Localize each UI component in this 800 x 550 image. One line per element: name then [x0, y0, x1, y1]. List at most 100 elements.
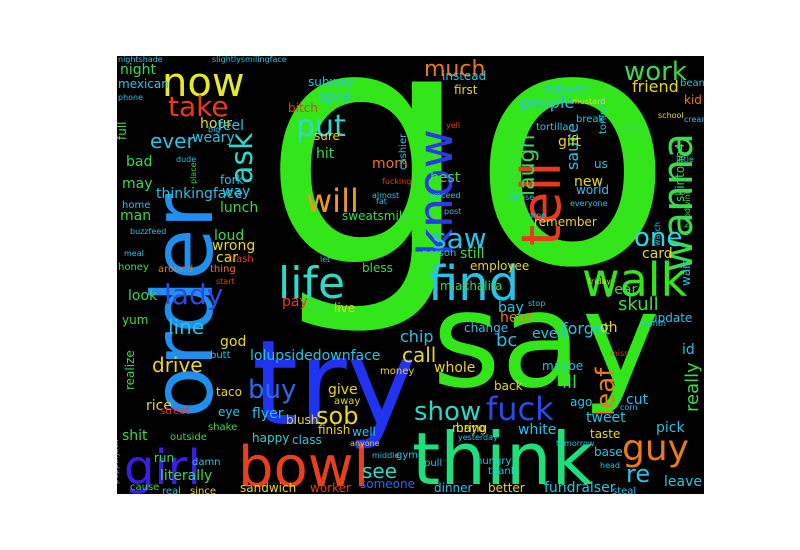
- word-mayo: mayo: [452, 421, 486, 435]
- word-change: change: [464, 321, 508, 335]
- word-card: card: [642, 246, 673, 262]
- word-tomorrow: tomorrow: [556, 439, 595, 448]
- word-since: since: [190, 486, 216, 497]
- word-cause: cause: [130, 482, 159, 493]
- word-full: full: [115, 122, 129, 141]
- word-bless: bless: [362, 261, 393, 275]
- word-lunch: lunch: [220, 200, 258, 216]
- word-mom: mom: [372, 156, 408, 172]
- word-money: money: [380, 366, 414, 377]
- word-really: really: [682, 362, 703, 412]
- word-let: let: [320, 255, 330, 264]
- word-thing: thing: [210, 264, 236, 275]
- word-bowl: bowl: [238, 435, 369, 500]
- word-may: may: [122, 176, 153, 192]
- word-chip: chip: [400, 327, 434, 346]
- word-someone: someone: [360, 477, 415, 491]
- word-say: say: [432, 264, 660, 418]
- word-taco: taco: [216, 385, 242, 399]
- word-way: way: [222, 184, 250, 200]
- word-live: live: [334, 301, 355, 315]
- word-worker: worker: [310, 481, 351, 495]
- word-god: god: [220, 334, 246, 350]
- word-kid: kid: [684, 93, 702, 107]
- word-subway: subway: [308, 75, 354, 89]
- word-month: month: [640, 319, 666, 328]
- word-first: first: [454, 83, 478, 97]
- word-proceed: proceed: [428, 191, 460, 200]
- word-school: school: [658, 111, 684, 120]
- word-fat: fat: [376, 197, 387, 206]
- word-little: little: [676, 155, 694, 164]
- word-almost: almost: [372, 191, 399, 200]
- word-oh: oh: [600, 320, 617, 336]
- word-gym: gym: [396, 450, 418, 461]
- word-girl: girl: [124, 440, 201, 496]
- word-hear: hear: [500, 310, 532, 326]
- word-person: person: [422, 248, 456, 259]
- word-find: find: [428, 256, 519, 312]
- word-call: call: [402, 343, 436, 367]
- word-year: year: [606, 282, 637, 298]
- word-one: one: [634, 223, 682, 253]
- word-open: open: [318, 90, 353, 106]
- word-much: much: [424, 57, 485, 82]
- word-see: see: [362, 459, 397, 483]
- word-watch: watch: [653, 222, 662, 246]
- word-real: real: [162, 486, 181, 497]
- word-wanna: wanna: [653, 133, 702, 272]
- word-man: man: [120, 208, 151, 224]
- word-hungry: hungry: [476, 456, 511, 467]
- word-pull: pull: [424, 458, 442, 469]
- word-re: re: [626, 460, 650, 488]
- word-bring: bring: [456, 421, 487, 435]
- word-fundraiser: fundraiser: [544, 480, 616, 496]
- word-will: will: [306, 182, 359, 220]
- word-know: know: [408, 129, 464, 256]
- word-base: base: [594, 445, 623, 459]
- word-corn: corn: [620, 403, 638, 412]
- word-cashier: cashier: [398, 133, 409, 170]
- word-away: away: [334, 396, 360, 407]
- word-thank: thank: [488, 466, 517, 477]
- word-give: give: [328, 382, 358, 398]
- word-friend: friend: [632, 77, 679, 96]
- word-id: id: [682, 342, 695, 358]
- word-forget: forget: [562, 319, 610, 338]
- word-new: new: [574, 174, 603, 190]
- word-middle: middle: [372, 451, 399, 460]
- word-run: run: [154, 451, 174, 465]
- word-big: big: [208, 125, 220, 134]
- word-instead: instead: [442, 69, 486, 83]
- word-dude: dude: [176, 155, 196, 164]
- word-damn: damn: [192, 457, 221, 468]
- word-yesterday: yesterday: [458, 433, 498, 442]
- word-whole: whole: [434, 360, 475, 376]
- word-loud: loud: [214, 228, 244, 244]
- word-mention: mention: [505, 152, 519, 202]
- word-sob: sob: [316, 402, 358, 430]
- word-skintone4: skintone4: [673, 143, 687, 202]
- word-people: people: [520, 93, 574, 112]
- word-sure: sure: [314, 129, 340, 143]
- word-shake: shake: [208, 422, 237, 433]
- word-update: update: [650, 311, 692, 325]
- word-show: show: [414, 397, 481, 427]
- word-never: never: [544, 79, 590, 98]
- word-break: break: [576, 114, 605, 125]
- word-look: look: [128, 288, 158, 304]
- word-finish: finish: [318, 423, 350, 437]
- word-rice: rice: [146, 398, 172, 414]
- word-gift: gift: [558, 134, 581, 150]
- word-pepperjack: pepperjack: [111, 439, 120, 484]
- word-work: work: [624, 57, 687, 87]
- word-pick: pick: [656, 420, 685, 436]
- word-well: well: [352, 425, 376, 439]
- word-phone: phone: [118, 93, 143, 102]
- word-better: better: [488, 481, 525, 495]
- word-order: order: [134, 194, 232, 418]
- word-hour: hour: [200, 116, 232, 132]
- word-everyone: everyone: [570, 199, 608, 208]
- word-line: line: [168, 315, 204, 339]
